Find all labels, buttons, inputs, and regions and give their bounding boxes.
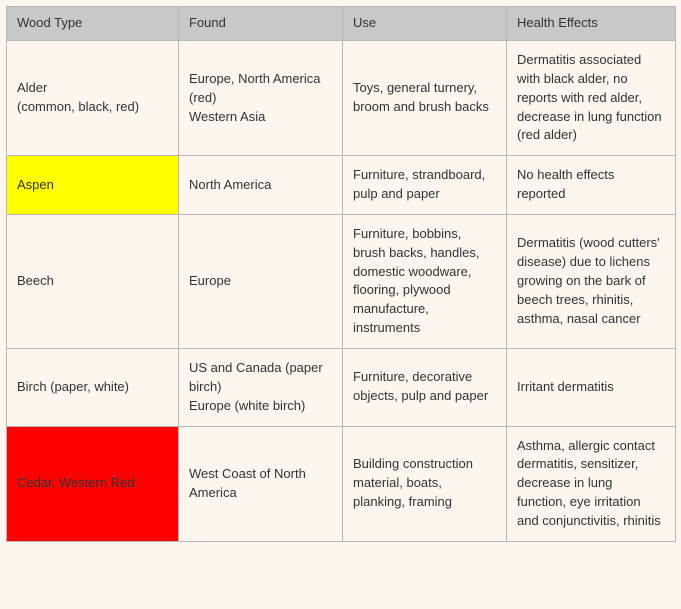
table-row: Beech Europe Furniture, bobbins, brush b… (7, 214, 676, 348)
cell-use: Furniture, strandboard, pulp and paper (343, 156, 507, 215)
cell-use: Toys, general turnery, broom and brush b… (343, 41, 507, 156)
table-body: Alder(common, black, red) Europe, North … (7, 41, 676, 542)
cell-wood-type: Beech (7, 214, 179, 348)
cell-use: Furniture, decorative objects, pulp and … (343, 348, 507, 426)
col-header-found: Found (179, 7, 343, 41)
cell-found: Europe, North America (red)Western Asia (179, 41, 343, 156)
wood-types-table: Wood Type Found Use Health Effects Alder… (6, 6, 676, 542)
cell-wood-type: Aspen (7, 156, 179, 215)
col-header-use: Use (343, 7, 507, 41)
cell-use: Furniture, bobbins, brush backs, handles… (343, 214, 507, 348)
cell-wood-type: Cedar, Western Red (7, 426, 179, 541)
cell-health: Dermatitis (wood cutters' disease) due t… (507, 214, 676, 348)
table-header-row: Wood Type Found Use Health Effects (7, 7, 676, 41)
cell-health: No health effects reported (507, 156, 676, 215)
cell-health: Asthma, allergic contact dermatitis, sen… (507, 426, 676, 541)
cell-use: Building construction material, boats, p… (343, 426, 507, 541)
cell-wood-type: Alder(common, black, red) (7, 41, 179, 156)
col-header-wood-type: Wood Type (7, 7, 179, 41)
table-row: Birch (paper, white) US and Canada (pape… (7, 348, 676, 426)
cell-found: North America (179, 156, 343, 215)
cell-wood-type: Birch (paper, white) (7, 348, 179, 426)
cell-health: Dermatitis associated with black alder, … (507, 41, 676, 156)
cell-found: Europe (179, 214, 343, 348)
table-row: Alder(common, black, red) Europe, North … (7, 41, 676, 156)
cell-health: Irritant dermatitis (507, 348, 676, 426)
cell-found: US and Canada (paper birch)Europe (white… (179, 348, 343, 426)
table-row: Aspen North America Furniture, strandboa… (7, 156, 676, 215)
table-row: Cedar, Western Red West Coast of North A… (7, 426, 676, 541)
col-header-health: Health Effects (507, 7, 676, 41)
cell-found: West Coast of North America (179, 426, 343, 541)
